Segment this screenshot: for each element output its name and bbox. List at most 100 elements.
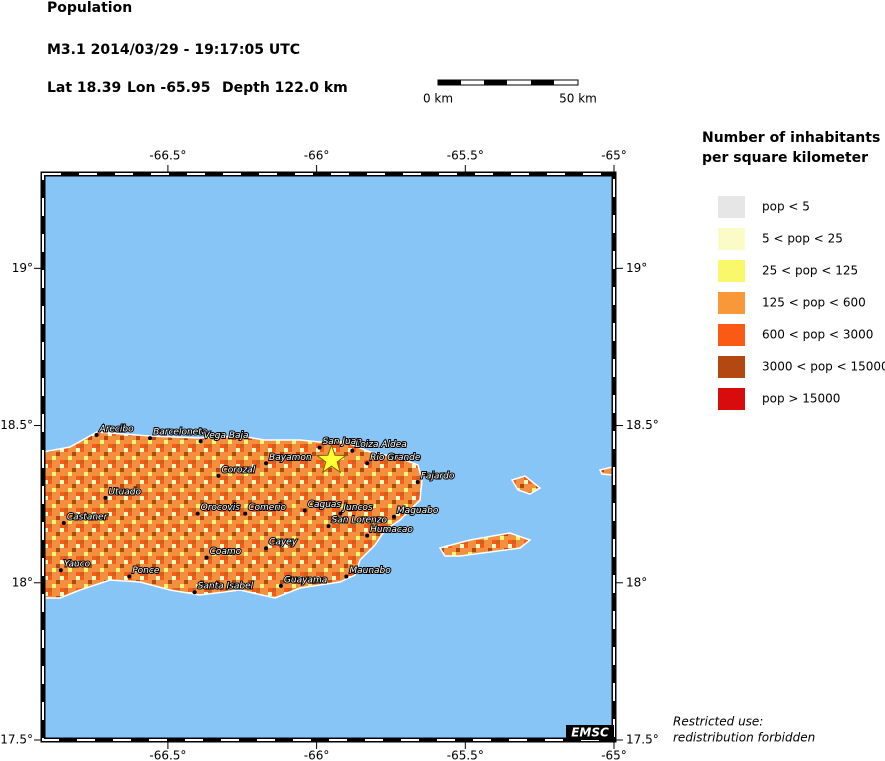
city-dot [278, 583, 283, 588]
island-culebra [510, 475, 542, 495]
city-dot [103, 495, 108, 500]
legend-title: per square kilometer [702, 150, 868, 166]
legend-swatch [718, 388, 745, 410]
city-label: Humacao [370, 525, 413, 535]
y-tick-label: 18° [12, 575, 33, 589]
scale-bar-segment [438, 80, 461, 85]
legend-title: Number of inhabitants [702, 130, 880, 146]
y-tick-label: 19° [626, 261, 647, 275]
city-dot [127, 574, 132, 579]
city-label: Corozal [221, 465, 255, 475]
city-dot [317, 445, 322, 450]
island-vieques [438, 532, 532, 557]
city-label: San Lorenzo [332, 516, 388, 526]
y-tick-label: 19° [12, 261, 33, 275]
legend-swatch [718, 292, 745, 314]
city-label: Castaner [67, 513, 109, 523]
city-label: Maguabo [397, 506, 439, 516]
legend-label: 25 < pop < 125 [762, 264, 858, 278]
city-dot [365, 533, 370, 538]
city-label: Santa Isabel [198, 582, 254, 592]
city-label: Barceloneta [153, 428, 207, 438]
city-dot [338, 511, 343, 516]
footer: Restricted use: [673, 715, 763, 729]
city-dot [365, 461, 370, 466]
epicenter [315, 443, 348, 474]
depth: Depth 122.0 km [222, 80, 348, 96]
legend-label: pop > 15000 [762, 392, 840, 406]
city-dot [243, 511, 248, 516]
city-dot [192, 590, 197, 595]
legend-label: 5 < pop < 25 [762, 232, 843, 246]
city-label: Yauco [64, 560, 91, 570]
city-dot [61, 521, 66, 526]
city-dot [344, 574, 349, 579]
legend-label: 125 < pop < 600 [762, 296, 866, 310]
legend-swatch [718, 260, 745, 282]
city-dot [94, 432, 99, 437]
x-tick-label: -66° [304, 149, 330, 163]
city-label: Bayamon [269, 453, 312, 463]
credit: EMSC [571, 726, 609, 740]
x-tick-label: -66.5° [149, 149, 186, 163]
y-tick-label: 17.5° [0, 733, 33, 747]
city-dot [198, 439, 203, 444]
y-tick-label: 18.5° [0, 418, 33, 432]
scale-label: 50 km [559, 92, 597, 106]
y-tick-label: 17.5° [626, 733, 659, 747]
city-label: Comerio [248, 503, 286, 513]
legend-swatch [718, 196, 745, 218]
city-label: Caguas [308, 500, 342, 510]
latitude: Lat 18.39 [47, 80, 121, 96]
legend-swatch [718, 228, 745, 250]
y-tick-label: 18° [626, 575, 647, 589]
scale-label: 0 km [423, 92, 453, 106]
city-dot [264, 461, 269, 466]
city-label: Utuado [108, 487, 141, 497]
x-tick-label: -65.5° [447, 749, 484, 761]
legend-label: 600 < pop < 3000 [762, 328, 873, 342]
city-dot [326, 524, 331, 529]
city-dot [350, 448, 355, 453]
city-dot [216, 473, 221, 478]
city-dot [391, 514, 396, 519]
x-tick-label: -65° [601, 749, 627, 761]
x-tick-label: -65.5° [447, 149, 484, 163]
city-label: Maunabo [349, 566, 391, 576]
scale-bar: 0 km 50 km [423, 79, 597, 106]
city-label: Coamo [210, 547, 242, 557]
city-dot [195, 511, 200, 516]
longitude: Lon -65.95 [127, 80, 210, 96]
city-dot [58, 568, 63, 573]
legend-swatch [718, 324, 745, 346]
scale-bar-segment [531, 80, 554, 85]
footer: redistribution forbidden [673, 731, 815, 745]
event: M3.1 2014/03/29 - 19:17:05 UTC [47, 42, 300, 58]
city-label: Ponce [132, 566, 160, 576]
city-label: Guayama [284, 575, 327, 585]
city-dot [204, 555, 209, 560]
city-dot [264, 546, 269, 551]
city-dot [148, 436, 153, 441]
city-dot [415, 480, 420, 485]
city-label: Juncos [341, 503, 373, 513]
island-puerto-rico [42, 431, 423, 599]
y-tick-label: 18.5° [626, 418, 659, 432]
city-label: Orocovis [201, 503, 241, 513]
legend-label: 3000 < pop < 15000 [762, 360, 885, 374]
legend-swatch [718, 356, 745, 378]
frame-dash [42, 173, 615, 741]
scale-bar-segment [484, 80, 507, 85]
city-label: Fajardo [421, 472, 455, 482]
city-label: Arecibo [99, 424, 135, 434]
city-label: Cayey [269, 538, 298, 548]
x-tick-label: -65° [601, 149, 627, 163]
legend-label: pop < 5 [762, 200, 810, 214]
city-dot [302, 508, 307, 513]
city-label: Loiza Aldea [355, 440, 407, 450]
x-tick-label: -66° [304, 749, 330, 761]
x-tick-label: -66.5° [149, 749, 186, 761]
